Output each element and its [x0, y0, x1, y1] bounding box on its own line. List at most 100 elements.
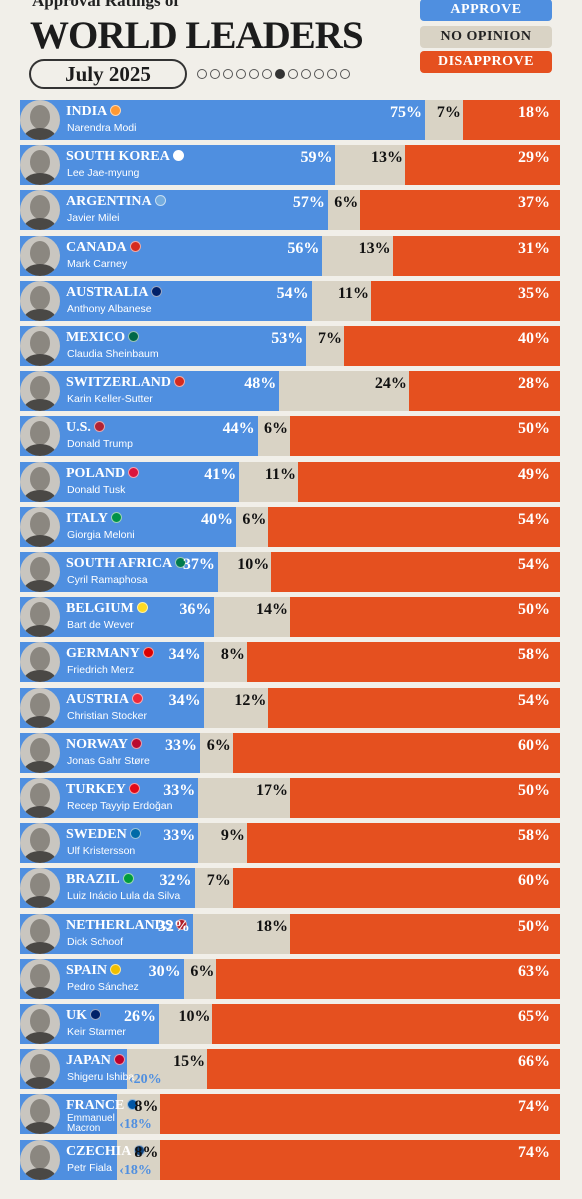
leader-photo — [20, 416, 60, 457]
bar-disapprove — [268, 687, 560, 728]
bar-disapprove — [344, 326, 560, 366]
flag-icon — [113, 1054, 125, 1066]
value-no-opinion: 6% — [206, 736, 231, 754]
flag-icon — [174, 376, 186, 388]
bar-no-opinion — [306, 326, 344, 366]
flag-icon — [111, 511, 123, 523]
value-approve: 34% — [168, 646, 201, 664]
value-disapprove: 54% — [518, 556, 550, 573]
value-approve: 41% — [204, 465, 237, 483]
country-name: NETHERLANDS — [66, 917, 173, 933]
value-disapprove: 49% — [518, 465, 550, 483]
flag-icon — [129, 828, 141, 840]
photo-body — [24, 173, 56, 186]
flag-icon — [110, 105, 122, 116]
photo-body — [24, 1077, 56, 1090]
value-disapprove: 35% — [518, 284, 550, 302]
leader-photo — [20, 1094, 60, 1135]
value-approve: 32% — [159, 872, 192, 890]
value-disapprove: 60% — [518, 736, 550, 754]
value-disapprove: 29% — [518, 149, 550, 167]
pager-dot — [288, 69, 298, 79]
bar-disapprove — [298, 461, 560, 502]
bar-disapprove — [246, 823, 560, 864]
bar-no-opinion — [183, 958, 217, 999]
leader-photo — [20, 597, 60, 638]
photo-body — [24, 399, 56, 412]
leader-name: Keir Starmer — [67, 1026, 126, 1038]
chart-row: CZECHIA Petr Fiala ‹18% 8% 74% — [0, 1139, 582, 1180]
legend-approve: APPROVE — [420, 0, 552, 21]
photo-face — [30, 647, 50, 672]
flag-icon — [154, 195, 166, 207]
country-label: GERMANY — [66, 646, 154, 662]
value-approve: 34% — [168, 691, 201, 709]
photo-body — [24, 986, 56, 999]
bar-disapprove — [212, 1004, 560, 1044]
pager-dot — [262, 69, 272, 79]
bar-no-opinion — [214, 597, 290, 638]
bar-no-opinion — [217, 552, 272, 592]
chart-row: BRAZIL Luiz Inácio Lula da Silva 32% 7% 60% — [0, 868, 582, 909]
bar-no-opinion — [126, 1049, 208, 1090]
country-name: ARGENTINA — [66, 194, 152, 210]
bar-disapprove — [268, 506, 560, 547]
leader-name: Donald Trump — [67, 438, 133, 451]
leader-photo — [20, 1049, 60, 1090]
country-label: ARGENTINA — [66, 194, 166, 210]
chart-row: NETHERLANDS Dick Schoof 32% 18% 50% — [0, 913, 582, 954]
bar-no-opinion — [425, 100, 463, 140]
photo-body — [24, 1032, 56, 1044]
photo-body — [24, 580, 56, 592]
bar-disapprove — [392, 235, 560, 276]
photo-body — [24, 128, 56, 140]
leader-name: Anthony Albanese — [67, 302, 152, 315]
value-no-opinion: 7% — [318, 330, 342, 347]
chart-row: SPAIN Pedro Sánchez 30% 6% 63% — [0, 958, 582, 999]
country-label: U.S. — [66, 420, 105, 436]
flag-icon — [172, 150, 184, 162]
chart-row: AUSTRALIA Anthony Albanese 54% 11% 35% — [0, 280, 582, 321]
bar-no-opinion — [159, 1004, 213, 1044]
country-label: POLAND — [66, 466, 140, 482]
pager-dot — [223, 69, 233, 79]
country-name: NORWAY — [66, 736, 129, 752]
value-no-opinion: 7% — [436, 104, 461, 121]
leader-name: Mark Carney — [67, 257, 128, 270]
country-name: CZECHIA — [66, 1143, 132, 1159]
leader-photo — [20, 145, 60, 186]
bar-no-opinion — [279, 371, 409, 412]
photo-body — [24, 1122, 56, 1135]
value-approve: 75% — [390, 104, 422, 121]
bar-disapprove — [404, 145, 560, 186]
chart-row: SWITZERLAND Karin Keller-Sutter 48% 24% 28% — [0, 371, 582, 412]
bar-disapprove — [290, 778, 560, 818]
country-name: SWITZERLAND — [66, 375, 172, 391]
chart-row: ARGENTINA Javier Milei 57% 6% 37% — [0, 190, 582, 231]
leader-photo — [20, 326, 60, 366]
photo-body — [24, 354, 56, 366]
leader-name: Pedro Sánchez — [67, 980, 139, 993]
leader-name: Donald Tusk — [67, 483, 126, 496]
chart-row: CANADA Mark Carney 56% 13% 31% — [0, 235, 582, 276]
chart-row: JAPAN Shigeru Ishiba ‹20% 15% 66% — [0, 1049, 582, 1090]
leader-name: Bart de Wever — [67, 619, 134, 632]
country-name: SWEDEN — [66, 827, 127, 843]
value-approve: 59% — [300, 149, 333, 167]
photo-body — [24, 218, 56, 231]
leader-name: Lee Jae-myung — [67, 167, 140, 180]
bar-disapprove — [216, 958, 560, 999]
photo-face — [30, 1054, 50, 1079]
photo-face — [30, 331, 50, 355]
value-no-opinion: 7% — [206, 872, 231, 890]
country-label: SWEDEN — [66, 827, 141, 843]
value-approve: 57% — [292, 194, 325, 212]
leader-name: Shigeru Ishiba — [67, 1071, 135, 1084]
photo-body — [24, 308, 56, 321]
bar-approve — [20, 371, 280, 412]
flag-icon — [151, 285, 163, 297]
photo-body — [24, 806, 56, 818]
photo-face — [30, 240, 50, 265]
leader-photo — [20, 1004, 60, 1044]
photo-body — [24, 851, 56, 864]
